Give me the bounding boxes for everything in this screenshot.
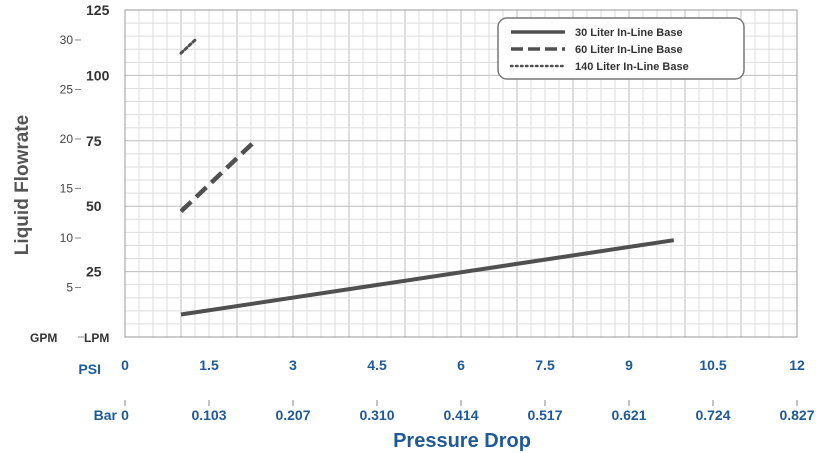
psi-tick-label: 3 <box>289 357 297 373</box>
psi-tick-label: 1.5 <box>199 357 219 373</box>
gpm-tick-label: 20 <box>60 132 74 146</box>
x-axis-title: Pressure Drop <box>393 430 531 452</box>
psi-unit-label: PSI <box>78 361 101 377</box>
lpm-tick-label: 100 <box>86 67 110 83</box>
tick-labels: 125 100 75 50 25 LPM 30 25 20 15 10 5 GPM 0 1.5 3 4.5 6 7.… <box>30 2 815 423</box>
psi-tick-label: 9 <box>625 357 633 373</box>
bar-tick-label: 0.517 <box>527 407 562 423</box>
psi-tick-label: 12 <box>789 357 805 373</box>
series-line-3 <box>179 38 197 55</box>
gpm-tick-label: 15 <box>60 181 74 195</box>
bar-tick-label: 0.414 <box>443 407 478 423</box>
legend-label: 60 Liter In-Line Base <box>575 44 683 56</box>
gpm-tick-label: 25 <box>60 82 74 96</box>
bar-tick-label: 0.724 <box>695 407 730 423</box>
bar-tick-label: 0.310 <box>359 407 394 423</box>
psi-tick-label: 0 <box>121 357 129 373</box>
bar-unit-label: Bar <box>94 407 118 423</box>
plot-frame <box>124 9 798 338</box>
gpm-tick-label: 30 <box>60 33 74 47</box>
lpm-tick-label: 125 <box>86 2 110 18</box>
lpm-tick-label: 75 <box>86 133 102 149</box>
gpm-tick-label: 5 <box>66 280 73 294</box>
gpm-tick-label: 10 <box>60 231 74 245</box>
legend-label: 140 Liter In-Line Base <box>575 61 689 73</box>
legend-label: 30 Liter In-Line Base <box>575 27 683 39</box>
bar-tick-label: 0.621 <box>611 407 646 423</box>
series-lines <box>179 38 675 317</box>
lpm-tick-label: 25 <box>86 264 102 280</box>
bar-tick-label: 0.207 <box>275 407 310 423</box>
psi-tick-label: 7.5 <box>535 357 555 373</box>
psi-tick-label: 4.5 <box>367 357 387 373</box>
y-axis-title: Liquid Flowrate <box>12 115 33 255</box>
gpm-unit-label: GPM <box>30 331 57 345</box>
series-line-1 <box>180 238 675 317</box>
lpm-tick-label: 50 <box>86 198 102 214</box>
bar-tick-label: 0.827 <box>779 407 814 423</box>
series-line-2 <box>179 137 259 214</box>
bar-tick-label: 0.103 <box>191 407 226 423</box>
psi-tick-label: 10.5 <box>699 357 726 373</box>
legend: 30 Liter In-Line Base 60 Liter In-Line Ba… <box>497 17 745 80</box>
bar-tick-label: 0 <box>121 407 129 423</box>
lpm-unit-label: LPM <box>84 331 109 345</box>
psi-tick-label: 6 <box>457 357 465 373</box>
